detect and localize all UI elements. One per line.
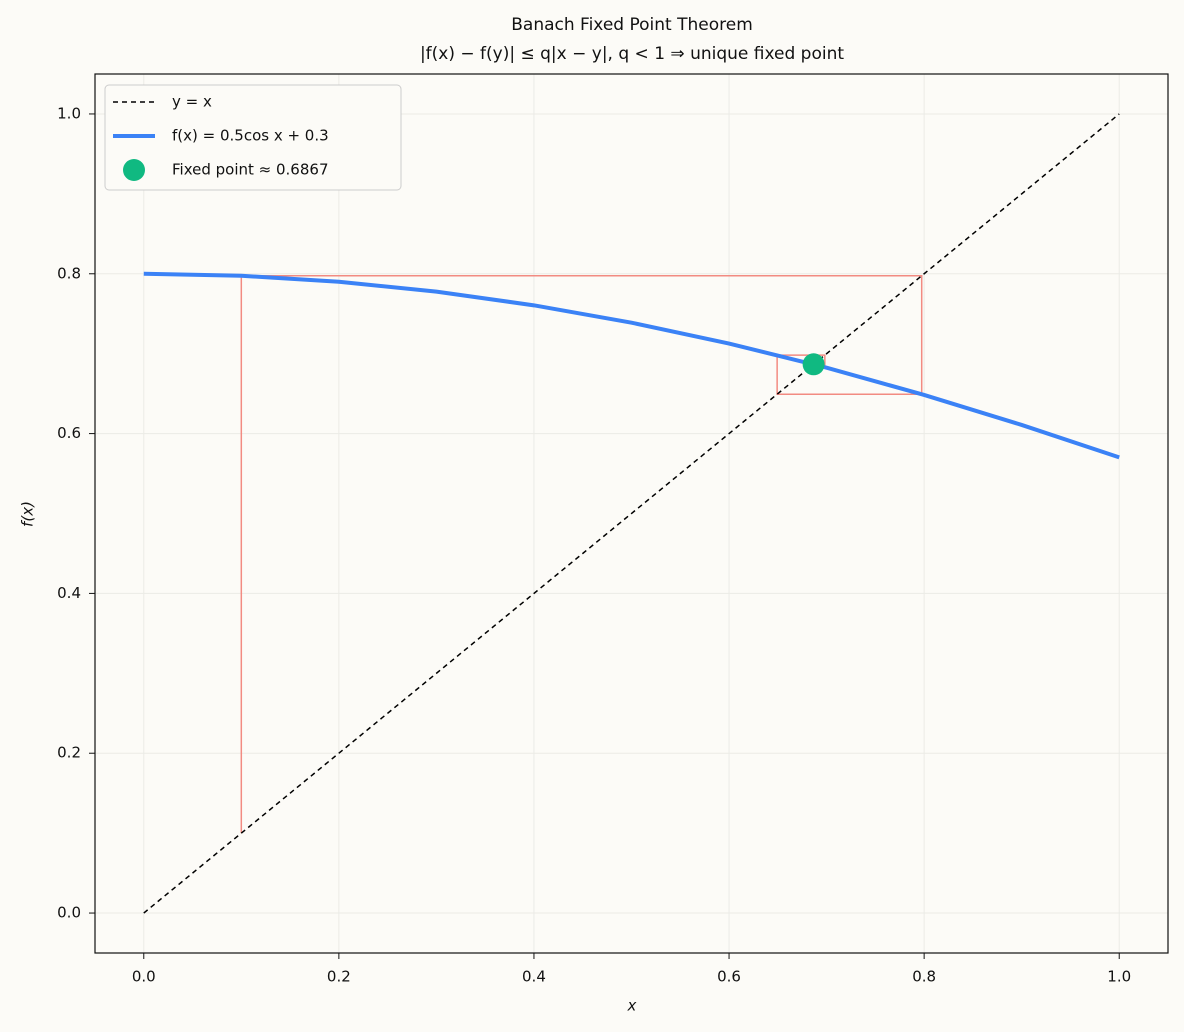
y-tick-label: 1.0 — [57, 104, 81, 122]
y-tick-label: 0.0 — [57, 904, 81, 922]
legend-label: y = x — [172, 93, 212, 111]
y-tick-label: 0.2 — [57, 744, 81, 762]
fixed-point-marker — [802, 353, 825, 376]
y-tick-label: 0.8 — [57, 264, 81, 282]
legend-box — [104, 84, 402, 191]
legend-label: Fixed point ≈ 0.6867 — [172, 161, 328, 179]
y-tick-label: 0.4 — [57, 584, 81, 602]
plot-frame — [94, 73, 1169, 954]
series-line — [143, 113, 1120, 914]
x-tick-label: 0.8 — [912, 968, 936, 986]
legend: y = x f(x) = 0.5cos x + 0.3 Fixed point ≈ … — [104, 84, 402, 191]
y-tick-label: 0.6 — [57, 424, 81, 442]
chart-title: Banach Fixed Point Theorem — [511, 15, 753, 35]
y-axis-label: f(x) — [19, 501, 37, 527]
x-tick-label: 1.0 — [1107, 968, 1131, 986]
x-tick-label: 0.0 — [132, 968, 156, 986]
legend-label: f(x) = 0.5cos x + 0.3 — [172, 127, 329, 145]
chart-subtitle: |f(x) − f(y)| ≤ q|x − y|, q < 1 ⇒ unique… — [420, 44, 844, 64]
x-axis-label: x — [627, 997, 637, 1015]
x-tick-label: 0.2 — [327, 968, 351, 986]
x-tick-label: 0.4 — [522, 968, 546, 986]
series-line — [143, 271, 1120, 460]
x-tick-label: 0.6 — [717, 968, 741, 986]
legend-swatch — [123, 159, 145, 181]
